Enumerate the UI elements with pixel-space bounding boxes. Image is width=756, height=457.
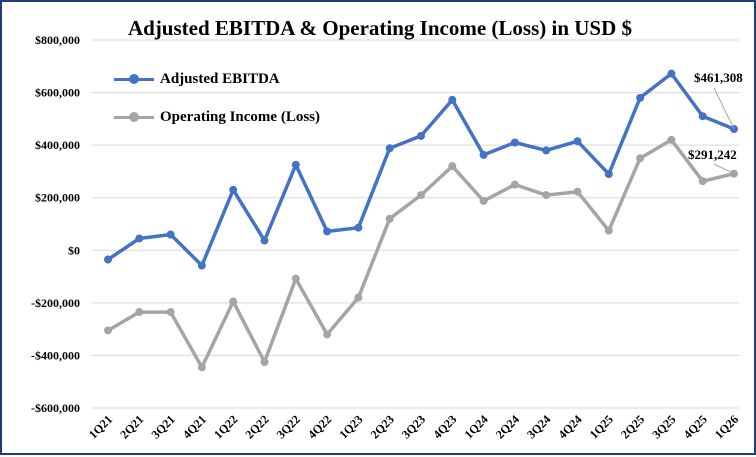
data-point xyxy=(542,146,551,155)
data-point xyxy=(166,308,175,317)
data-point xyxy=(354,293,363,302)
callout-leader-operating-income xyxy=(713,163,735,175)
legend-label-ebitda: Adjusted EBITDA xyxy=(160,70,280,87)
y-tick-label: $800,000 xyxy=(35,33,80,47)
x-tick-label: 3Q22 xyxy=(274,412,303,441)
series-line xyxy=(106,138,736,370)
x-tick-label: 1Q24 xyxy=(461,412,490,441)
legend-swatch-ebitda xyxy=(114,73,154,84)
x-tick-label: 4Q24 xyxy=(555,412,584,441)
data-point xyxy=(730,125,738,134)
data-point xyxy=(604,170,613,179)
x-tick-label: 3Q24 xyxy=(524,412,553,441)
x-tick-label: 1Q26 xyxy=(712,412,741,441)
y-tick-label: -$600,000 xyxy=(31,401,80,415)
data-point xyxy=(385,144,394,153)
data-point xyxy=(510,138,519,147)
data-point xyxy=(260,236,269,245)
data-point xyxy=(135,234,144,243)
callout-leader-ebitda xyxy=(713,87,735,130)
data-point xyxy=(291,274,300,283)
x-tick-label: 1Q22 xyxy=(211,412,240,441)
legend-item-operating-income: Operating Income (Loss) xyxy=(114,106,320,128)
x-tick-label: 4Q21 xyxy=(180,412,209,441)
data-point xyxy=(229,185,238,194)
data-point xyxy=(166,230,175,239)
data-point xyxy=(323,227,332,236)
y-tick-label: $400,000 xyxy=(35,138,80,152)
data-point xyxy=(135,308,144,317)
legend: Adjusted EBITDA Operating Income (Loss) xyxy=(114,68,320,144)
data-point xyxy=(385,214,394,223)
x-tick-label: 2Q25 xyxy=(618,412,647,441)
legend-swatch-operating-income xyxy=(114,111,154,122)
data-point xyxy=(448,162,457,171)
x-tick-label: 4Q25 xyxy=(681,412,710,441)
x-tick-label: 3Q21 xyxy=(148,412,177,441)
y-tick-label: -$400,000 xyxy=(31,348,80,362)
x-tick-label: 1Q23 xyxy=(336,412,365,441)
data-point xyxy=(197,261,206,270)
data-point xyxy=(197,363,206,372)
legend-item-ebitda: Adjusted EBITDA xyxy=(114,68,320,90)
data-point xyxy=(104,326,112,335)
x-tick-label: 1Q25 xyxy=(587,412,616,441)
data-point xyxy=(417,191,425,200)
data-point xyxy=(542,191,551,200)
data-point xyxy=(636,93,645,102)
y-tick-label: $0 xyxy=(68,243,80,257)
callout-operating-income-last: $291,242 xyxy=(688,147,737,162)
data-point xyxy=(667,135,676,144)
data-point xyxy=(698,177,707,186)
data-point xyxy=(510,180,519,189)
x-tick-label: 1Q21 xyxy=(86,412,115,441)
legend-label-operating-income: Operating Income (Loss) xyxy=(160,108,320,125)
data-point xyxy=(229,297,238,306)
x-tick-label: 3Q25 xyxy=(649,412,678,441)
x-tick-label: 3Q23 xyxy=(399,412,428,441)
data-point xyxy=(479,196,488,205)
data-point xyxy=(698,112,707,121)
data-point xyxy=(104,255,112,264)
x-tick-label: 4Q23 xyxy=(430,412,459,441)
chart-title: Adjusted EBITDA & Operating Income (Loss… xyxy=(127,16,633,40)
y-tick-label: $600,000 xyxy=(35,86,80,100)
x-tick-label: 2Q21 xyxy=(117,412,146,441)
data-point xyxy=(354,223,363,232)
data-point xyxy=(417,131,425,140)
x-tick-label: 2Q22 xyxy=(242,412,271,441)
y-tick-label: -$200,000 xyxy=(31,296,80,310)
data-point xyxy=(573,187,582,196)
x-tick-label: 4Q22 xyxy=(305,412,334,441)
x-tick-label: 2Q24 xyxy=(493,412,522,441)
data-point xyxy=(291,160,300,169)
data-point xyxy=(260,358,269,366)
callout-ebitda-last: $461,308 xyxy=(694,70,743,85)
data-point xyxy=(636,154,645,163)
x-tick-label: 2Q23 xyxy=(368,412,397,441)
data-point xyxy=(667,69,676,78)
data-point xyxy=(448,95,457,104)
data-point xyxy=(479,150,488,159)
data-point xyxy=(323,330,332,339)
y-tick-label: $200,000 xyxy=(35,191,80,205)
data-point xyxy=(604,226,613,235)
data-point xyxy=(573,137,582,146)
